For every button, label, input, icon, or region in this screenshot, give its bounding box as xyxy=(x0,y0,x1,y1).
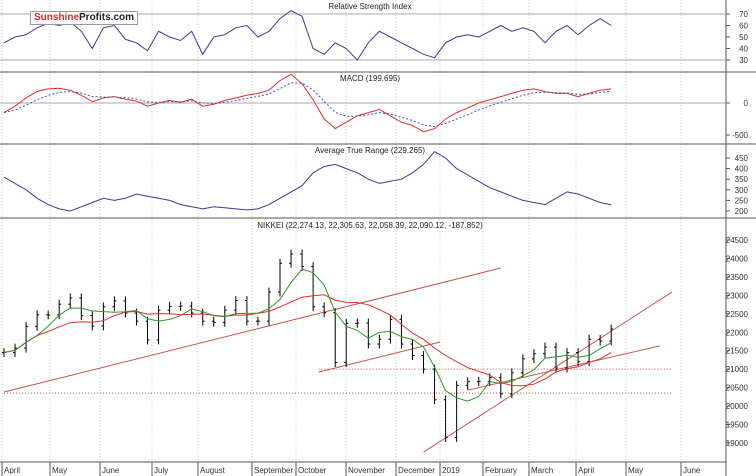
x-tick-label: August xyxy=(200,466,226,475)
price-tick-label: 21000 xyxy=(726,365,749,374)
price-tick-label: 23500 xyxy=(726,273,749,282)
sunshineprofits-logo: SunshineProfits.com xyxy=(30,11,139,25)
rsi-tick-label: 40 xyxy=(739,45,748,54)
x-tick-label: November xyxy=(348,466,385,475)
price-tick-label: 21500 xyxy=(726,347,749,356)
macd-tick-label: -500 xyxy=(732,131,749,140)
macd-title: MACD (199.695) xyxy=(340,74,400,83)
atr-tick-label: 200 xyxy=(735,207,749,216)
trendline xyxy=(467,345,660,391)
atr-tick-label: 300 xyxy=(735,186,749,195)
rsi-tick-label: 50 xyxy=(739,33,748,42)
trendline xyxy=(3,267,501,393)
x-tick-label: 2019 xyxy=(442,466,460,475)
macd-line xyxy=(3,73,612,133)
rsi-line xyxy=(3,10,612,61)
price-tick-label: 22500 xyxy=(726,310,749,319)
logo-part2: Profits.com xyxy=(79,12,135,23)
atr-tick-label: 450 xyxy=(735,154,749,163)
x-tick-label: December xyxy=(398,466,435,475)
atr-tick-label: 400 xyxy=(735,165,749,174)
macd-signal-line xyxy=(3,82,612,127)
atr-tick-label: 350 xyxy=(735,175,749,184)
macd-tick-label: 0 xyxy=(744,99,749,108)
price-title: NIKKEI (22,274.13, 22,305.63, 22,058.39,… xyxy=(257,221,483,230)
x-tick-label: May xyxy=(628,466,643,475)
price-tick-label: 24500 xyxy=(726,236,749,245)
price-tick-label: 24000 xyxy=(726,254,749,263)
atr-line xyxy=(3,150,612,212)
price-tick-label: 20000 xyxy=(726,402,749,411)
x-tick-label: September xyxy=(254,466,293,475)
x-tick-label: October xyxy=(298,466,327,475)
x-tick-label: June xyxy=(683,466,701,475)
rsi-tick-label: 70 xyxy=(739,10,748,19)
x-tick-label: June xyxy=(102,466,120,475)
rsi-title: Relative Strength Index xyxy=(328,2,411,11)
atr-tick-label: 250 xyxy=(735,196,749,205)
x-tick-label: May xyxy=(52,466,67,475)
price-tick-label: 23000 xyxy=(726,291,749,300)
price-tick-label: 20500 xyxy=(726,384,749,393)
trendline xyxy=(318,341,441,373)
price-tick-label: 22000 xyxy=(726,328,749,337)
x-tick-label: April xyxy=(578,466,594,475)
rsi-tick-label: 30 xyxy=(739,56,748,65)
x-tick-label: February xyxy=(485,466,517,475)
logo-part1: Sunshine xyxy=(34,12,80,23)
rsi-tick-label: 60 xyxy=(739,22,748,31)
x-tick-label: March xyxy=(531,466,553,475)
x-tick-label: April xyxy=(4,466,20,475)
atr-title: Average True Range (229.265) xyxy=(315,146,425,155)
price-tick-label: 19000 xyxy=(726,439,749,448)
moving-average-long xyxy=(3,294,612,387)
x-tick-label: July xyxy=(154,466,168,475)
moving-average-short xyxy=(3,268,612,402)
price-tick-label: 19500 xyxy=(726,421,749,430)
